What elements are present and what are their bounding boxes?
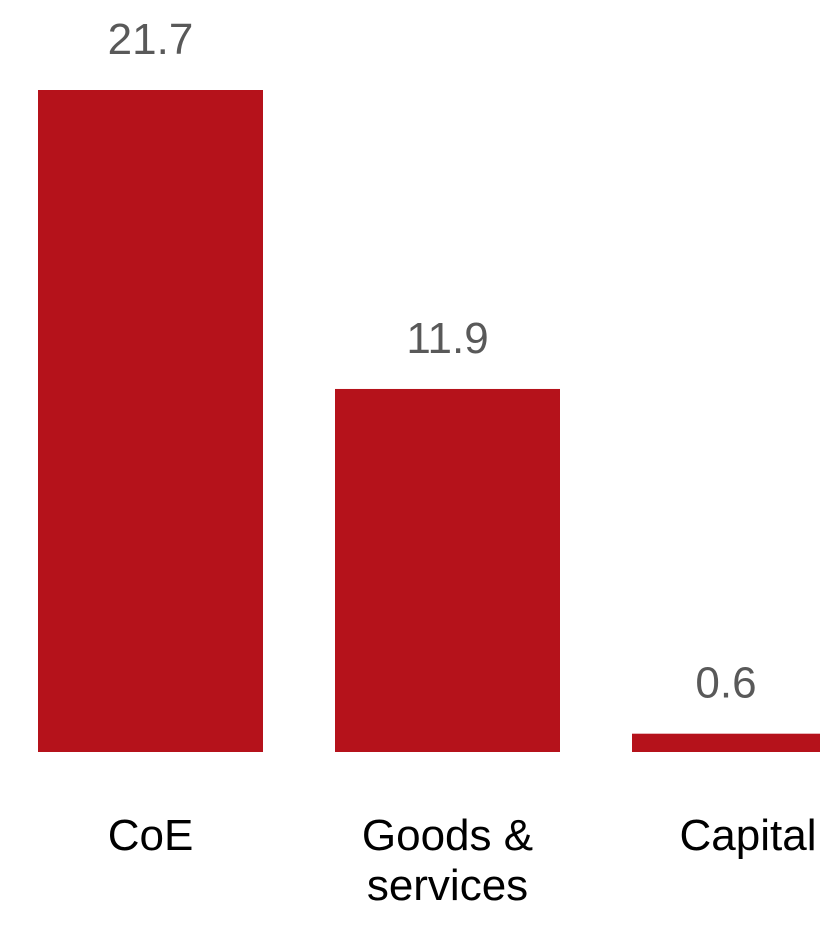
value-labels-layer: 21.7 11.9 0.6 [108,15,757,708]
category-label-1-line-0: Goods & [362,811,533,860]
data-label-0: 21.7 [108,15,194,64]
category-label-2-line-0: Capital [680,811,817,860]
category-label-0: CoE [108,811,194,860]
bars-layer [38,90,820,752]
category-label-0-line-0: CoE [108,811,194,860]
bar-0 [38,90,263,752]
category-label-1-line-1: services [367,861,528,910]
bar-1 [335,388,560,752]
data-label-1: 11.9 [406,314,488,363]
category-label-2: Capital [680,811,817,860]
bar-2 [632,733,820,752]
category-label-1: Goods & services [362,811,533,910]
data-label-2: 0.6 [695,659,756,708]
category-labels-layer: CoE Goods & services Capital [108,811,817,910]
